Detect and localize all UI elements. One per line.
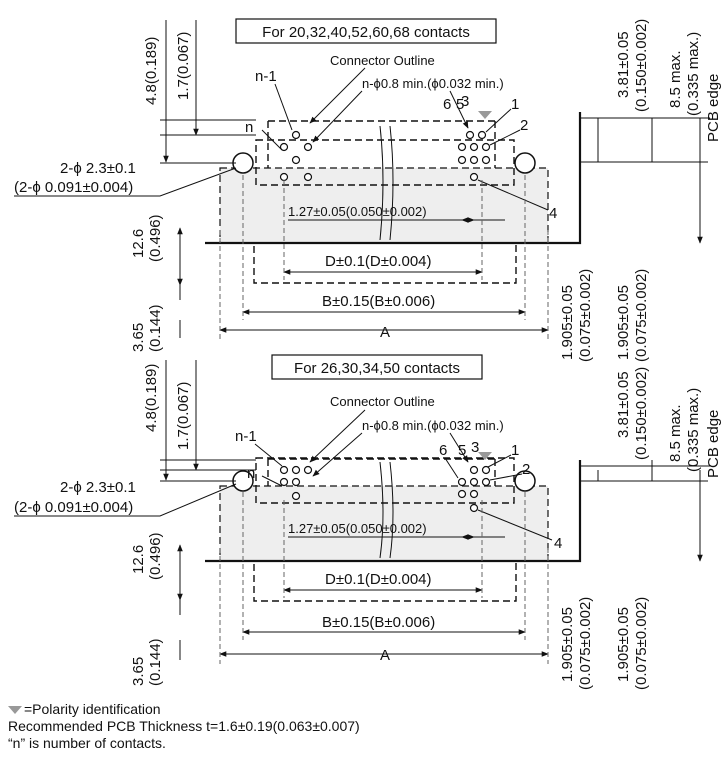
diagram2-board-top bbox=[255, 457, 515, 504]
diagram1-dim-126-mm: 12.6 bbox=[130, 229, 147, 258]
diagram2-dim-b: B±0.15(B±0.006) bbox=[322, 614, 435, 631]
diagram1-dim-85-mm: 8.5 max. bbox=[667, 50, 684, 108]
diagram2-dim-a: A bbox=[380, 647, 390, 664]
legend-thickness: Recommended PCB Thickness t=1.6±0.19(0.0… bbox=[8, 718, 360, 734]
diagram2-dim-17: 1.7(0.067) bbox=[175, 382, 192, 450]
diagram1-left-pins bbox=[279, 130, 313, 182]
diagram1-right-pins bbox=[457, 130, 491, 182]
diagram-26-30-34-50: For 26,30,34,50 contacts Connec bbox=[14, 354, 722, 690]
diagram2-hole-in: (2-ϕ 0.091±0.004) bbox=[14, 499, 133, 516]
diagram2-label-4: 4 bbox=[554, 535, 562, 552]
diagram2-title-box bbox=[271, 354, 483, 380]
diagram2-title: For 26,30,34,50 contacts bbox=[294, 360, 460, 377]
legend-polarity: =Polarity identification bbox=[24, 701, 161, 717]
diagram2-left-pins bbox=[279, 465, 313, 501]
diagram1-dim-1905a-mm: 1.905±0.05 bbox=[559, 285, 576, 360]
diagram1-dim-48: 4.8(0.189) bbox=[143, 37, 160, 105]
diagram1-hole-mm: 2-ϕ 2.3±0.1 bbox=[60, 160, 136, 177]
diagram1-label-n1: n-1 bbox=[255, 68, 277, 85]
diagram2-pcb-edge-line bbox=[205, 460, 582, 563]
diagram1-dim-365-in: (0.144) bbox=[147, 304, 164, 352]
diagram1-pitch: 1.27±0.05(0.050±0.002) bbox=[288, 204, 427, 219]
diagram-20-32-40-52-60-68: For 20,32,40,52,60,68 contacts bbox=[14, 18, 722, 362]
diagram1-label-1: 1 bbox=[511, 96, 519, 113]
diagram1-dim-b: B±0.15(B±0.006) bbox=[322, 293, 435, 310]
diagram1-dim-17: 1.7(0.067) bbox=[175, 32, 192, 100]
diagram1-dim-1905b-in: (0.075±0.002) bbox=[633, 269, 650, 362]
diagram2-connector-bottom bbox=[253, 560, 517, 602]
diagram1-dim-381-in: (0.150±0.002) bbox=[633, 19, 650, 112]
diagram2-dim-126-mm: 12.6 bbox=[130, 545, 147, 574]
diagram1-polarity-marker bbox=[478, 111, 492, 119]
diagram2-label-3: 3 bbox=[471, 439, 479, 456]
diagram2-break-lines bbox=[379, 461, 394, 559]
diagram2-pitch: 1.27±0.05(0.050±0.002) bbox=[288, 521, 427, 536]
diagram2-dim-381-mm: 3.81±0.05 bbox=[615, 371, 632, 438]
diagram2-right-pins bbox=[457, 465, 491, 513]
diagram1-label-5: 5 bbox=[456, 96, 464, 113]
diagram2-label-1: 1 bbox=[511, 442, 519, 459]
diagram2-label-5: 5 bbox=[458, 442, 466, 459]
diagram1-connector-bottom bbox=[253, 242, 517, 284]
diagram1-mounting-hole-right bbox=[514, 152, 536, 174]
diagram2-connector-outline-label: Connector Outline bbox=[330, 394, 435, 409]
diagram1-dim-1905a-in: (0.075±0.002) bbox=[577, 269, 594, 362]
diagram1-hole-in: (2-ϕ 0.091±0.004) bbox=[14, 179, 133, 196]
diagram2-dim-1905b-in: (0.075±0.002) bbox=[633, 597, 650, 690]
diagram1-pcb-edge: PCB edge bbox=[705, 74, 722, 142]
diagram2-dim-381-in: (0.150±0.002) bbox=[633, 367, 650, 460]
diagram2-hole-mm: 2-ϕ 2.3±0.1 bbox=[60, 479, 136, 496]
diagram2-polarity-marker bbox=[478, 452, 492, 460]
diagram2-pcb-area bbox=[219, 485, 549, 562]
diagram1-title: For 20,32,40,52,60,68 contacts bbox=[262, 24, 470, 41]
diagram2-label-n1: n-1 bbox=[235, 428, 257, 445]
diagram2-dim-1905a-mm: 1.905±0.05 bbox=[559, 607, 576, 682]
legend: =Polarity identification Recommended PCB… bbox=[8, 701, 360, 751]
diagram2-label-2: 2 bbox=[522, 461, 530, 478]
diagram2-pcb-edge: PCB edge bbox=[705, 410, 722, 478]
diagram2-dim-85-mm: 8.5 max. bbox=[667, 404, 684, 462]
diagram1-pcb-edge-line bbox=[205, 112, 582, 245]
diagram2-dim-1905a-in: (0.075±0.002) bbox=[577, 597, 594, 690]
diagram1-break-lines bbox=[379, 125, 394, 241]
diagram1-dim-85-in: (0.335 max.) bbox=[685, 32, 702, 116]
diagram1-dim-126-in: (0.496) bbox=[147, 214, 164, 262]
diagram2-dim-365-in: (0.144) bbox=[147, 638, 164, 686]
diagram1-title-box bbox=[235, 18, 497, 44]
diagram2-dim-126-in: (0.496) bbox=[147, 532, 164, 580]
diagram1-pcb-area bbox=[219, 167, 549, 244]
diagram2-dim-365-mm: 3.65 bbox=[130, 657, 147, 686]
diagram1-label-4: 4 bbox=[549, 205, 557, 222]
diagram1-label-3b: 3 bbox=[461, 93, 469, 110]
diagram2-dim-48: 4.8(0.189) bbox=[143, 364, 160, 432]
diagram2-mounting-hole-right bbox=[514, 470, 536, 492]
diagram1-label-6: 6 bbox=[443, 96, 451, 113]
diagram1-board-top bbox=[255, 139, 515, 186]
diagram1-pin-note: n-ϕ0.8 min.(ϕ0.032 min.) bbox=[362, 76, 504, 91]
diagram1-dim-a: A bbox=[380, 324, 390, 341]
polarity-identification-icon bbox=[8, 706, 22, 714]
diagram2-dim-85-in: (0.335 max.) bbox=[685, 388, 702, 472]
diagram1-label-2: 2 bbox=[520, 117, 528, 134]
diagram2-pin-note: n-ϕ0.8 min.(ϕ0.032 min.) bbox=[362, 418, 504, 433]
diagram1-label-n: n bbox=[245, 119, 253, 136]
diagram1-dim-1905b-mm: 1.905±0.05 bbox=[615, 285, 632, 360]
diagram1-connector-outline bbox=[267, 120, 496, 168]
diagram2-dim-d: D±0.1(D±0.004) bbox=[325, 571, 432, 588]
diagram2-label-n: n bbox=[247, 465, 255, 482]
diagram1-connector-outline-label: Connector Outline bbox=[330, 53, 435, 68]
diagram1-dim-365-mm: 3.65 bbox=[130, 323, 147, 352]
diagram2-dim-1905b-mm: 1.905±0.05 bbox=[615, 607, 632, 682]
diagram1-dim-381-mm: 3.81±0.05 bbox=[615, 31, 632, 98]
diagram1-dim-d: D±0.1(D±0.004) bbox=[325, 253, 432, 270]
legend-n-note: “n” is number of contacts. bbox=[8, 735, 166, 751]
diagram2-label-6: 6 bbox=[439, 442, 447, 459]
